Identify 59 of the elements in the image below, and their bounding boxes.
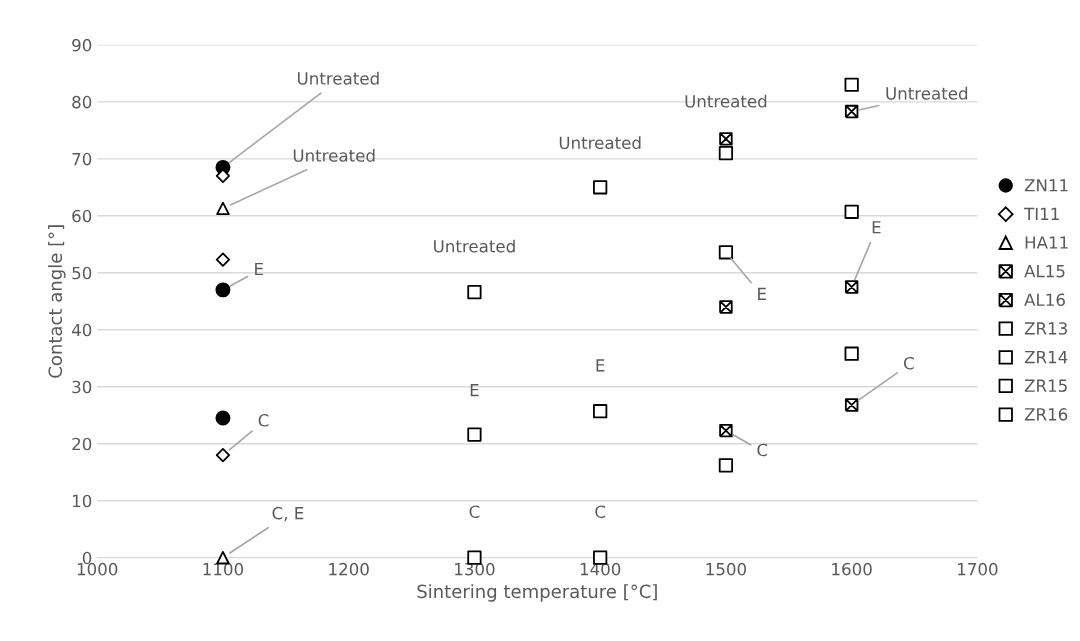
annotation: Untreated: [298, 71, 379, 85]
point: [719, 132, 733, 146]
annotation: E: [596, 359, 605, 372]
y-tick-label: 90: [72, 38, 92, 52]
legend-label: ZR14: [1024, 350, 1068, 364]
legend-label: TI11: [1024, 207, 1059, 220]
x-tick-label: 1600: [832, 562, 872, 576]
x-tick-label: 1300: [455, 562, 495, 576]
annotation: E: [255, 262, 263, 276]
point: [467, 285, 482, 300]
legend-label: AL15: [1024, 265, 1065, 278]
annotation: E: [758, 287, 766, 300]
point: [467, 427, 482, 442]
point: [718, 458, 734, 473]
y-tick-label: 40: [71, 323, 92, 337]
point: [718, 245, 734, 260]
legend-label: HA11: [1025, 236, 1068, 249]
annotation: E: [872, 221, 881, 234]
x-tick-label: 1700: [958, 562, 998, 576]
legend-label: ZR16: [1024, 408, 1068, 421]
point: [844, 346, 859, 361]
annotation: Untreated: [886, 86, 968, 100]
point: [844, 77, 859, 92]
y-tick-label: 70: [72, 152, 92, 166]
point: [593, 404, 608, 419]
annotation: Untreated: [434, 239, 515, 253]
annotation: C: [757, 443, 768, 457]
legend-label: ZN11: [1024, 179, 1068, 192]
x-tick-label: 1400: [580, 562, 621, 576]
annotation: C: [903, 356, 914, 370]
y-tick-label: 20: [72, 437, 92, 451]
y-axis-title: Contact angle [°]: [48, 225, 66, 378]
annotation: C: [258, 414, 269, 427]
x-tick-label: 1100: [203, 562, 244, 576]
annotation: Untreated: [293, 148, 375, 162]
point: [215, 282, 231, 298]
annotation: C, E: [272, 506, 304, 522]
x-tick-label: 1000: [77, 562, 118, 576]
annotation: C: [595, 505, 606, 519]
y-tick-label: 30: [72, 380, 92, 394]
point: [844, 204, 859, 219]
y-tick-label: 80: [72, 95, 92, 109]
point: [718, 146, 734, 161]
y-tick-label: 60: [72, 209, 92, 223]
point: [593, 180, 608, 195]
y-tick-label: 50: [72, 266, 92, 280]
x-tick-label: 1500: [706, 562, 747, 576]
annotation: Untreated: [685, 94, 767, 108]
point: [215, 410, 231, 426]
annotation: E: [470, 383, 479, 397]
legend-label: ZR13: [1024, 322, 1067, 335]
x-tick-label: 1200: [329, 562, 369, 576]
annotation: C: [469, 505, 480, 519]
annotation: Untreated: [559, 136, 641, 150]
legend-label: ZR15: [1024, 379, 1067, 392]
x-axis-title: Sintering temperature [°C]: [417, 584, 657, 602]
legend-label: AL16: [1024, 293, 1065, 307]
point: [719, 300, 733, 314]
y-tick-label: 10: [72, 494, 92, 508]
